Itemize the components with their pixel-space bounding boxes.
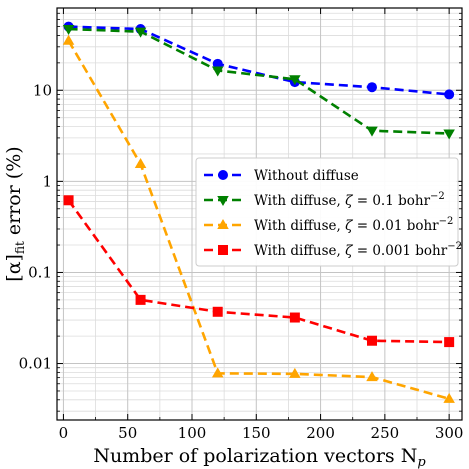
legend-marker (218, 170, 228, 180)
series-4 (63, 195, 455, 348)
data-point (289, 367, 301, 378)
data-point (134, 27, 147, 38)
data-point (62, 34, 75, 45)
legend-label-part: = 0.01 bohr (352, 218, 439, 234)
data-point (443, 392, 455, 403)
data-point (212, 58, 223, 69)
data-point (366, 371, 378, 382)
legend-marker (217, 196, 229, 206)
series-line (67, 199, 450, 344)
legend-marker (218, 245, 228, 255)
y-tick-label: 0.1 (28, 263, 52, 281)
y-axis-title: [α]fit error (%) (3, 146, 27, 281)
legend-label-part: −2 (447, 241, 462, 252)
x-tick-label: 50 (118, 424, 137, 442)
data-point (367, 82, 377, 93)
x-axis-title-subscript: p (417, 455, 426, 469)
legend-label: With diffuse, ζ = 0.001 bohr−2 (254, 241, 462, 259)
data-point (289, 75, 301, 86)
axis-ticks (57, 8, 462, 420)
data-point (444, 89, 455, 100)
x-tick-label: 250 (371, 424, 400, 442)
legend: Without diffuse With diffuse, ζ = 0.1 boh… (195, 157, 462, 267)
legend-label-part: = 0.1 bohr (352, 193, 430, 209)
y-axis-title-main: [α] (3, 254, 25, 282)
data-point (289, 312, 300, 323)
plot-frame (56, 7, 463, 421)
data-point (135, 294, 146, 305)
series-line (68, 25, 450, 96)
x-tick-label: 300 (435, 424, 464, 442)
legend-label: With diffuse, ζ = 0.01 bohr−2 (254, 216, 453, 234)
legend-label-part: ζ (345, 218, 353, 234)
legend-entry: With diffuse, ζ = 0.01 bohr−2 (204, 216, 453, 234)
legend-box (195, 157, 459, 267)
y-tick-label: 10 (33, 81, 52, 99)
legend-entry: With diffuse, ζ = 0.1 bohr−2 (204, 191, 445, 209)
x-axis-title-text: Number of polarization vectors N (93, 445, 417, 467)
legend-label: With diffuse, ζ = 0.1 bohr−2 (254, 191, 445, 209)
data-point (443, 129, 455, 140)
data-point (366, 126, 378, 137)
x-axis-title: Number of polarization vectors Np (93, 445, 426, 469)
series-line (67, 40, 450, 401)
legend-entry: Without diffuse (204, 168, 359, 184)
legend-label-part: Without diffuse (254, 168, 359, 184)
y-tick-label: 0.01 (19, 355, 52, 373)
data-point (444, 337, 455, 348)
series-2 (62, 25, 455, 140)
data-point (211, 367, 224, 378)
data-point (211, 66, 224, 77)
series-3 (62, 34, 455, 403)
y-axis-title-suffix: error (%) (3, 146, 25, 241)
legend-label-part: With diffuse, (254, 243, 345, 259)
x-tick-label: 150 (242, 424, 271, 442)
series-layer (62, 21, 455, 403)
series-line (68, 27, 450, 135)
legend-label-part: −2 (439, 216, 454, 227)
data-point (134, 158, 147, 169)
legend-label-part: With diffuse, (254, 218, 345, 234)
x-tick-label: 200 (306, 424, 335, 442)
x-tick-label: 100 (178, 424, 207, 442)
legend-label-part: With diffuse, (254, 193, 345, 209)
legend-label: Without diffuse (254, 168, 359, 184)
x-tick-label: 0 (59, 424, 69, 442)
data-point (212, 306, 223, 317)
legend-label-part: −2 (430, 191, 445, 202)
y-tick-label: 1 (42, 172, 52, 190)
legend-label-part: = 0.001 bohr (352, 243, 447, 259)
legend-entry: With diffuse, ζ = 0.001 bohr−2 (204, 241, 462, 259)
series-1 (63, 21, 455, 100)
legend-label-part: ζ (345, 193, 353, 209)
legend-label-part: ζ (345, 243, 353, 259)
data-point (367, 335, 377, 346)
y-axis-title-subscript: fit (13, 241, 27, 254)
data-point (62, 25, 75, 36)
data-point (63, 195, 74, 206)
legend-marker (217, 219, 229, 229)
